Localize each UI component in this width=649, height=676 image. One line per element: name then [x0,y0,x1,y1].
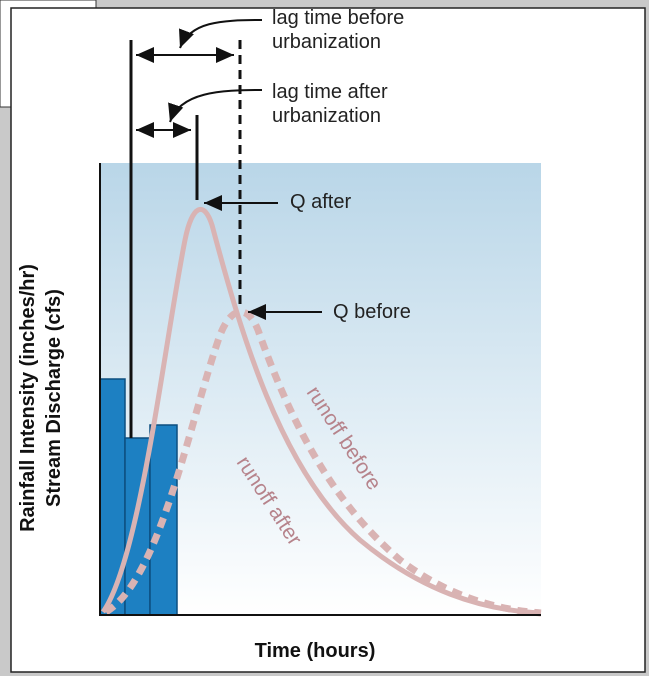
runoff-before-curve [104,308,542,617]
lag-before-label: lag time before urbanization [272,7,410,53]
lag-before-pointer [179,19,263,49]
x-axis-label: Time (hours) [255,640,376,662]
lag-after-pointer [168,89,263,123]
label-line: urbanization [272,31,381,53]
runoff-after-curve [100,206,542,616]
label-line: lag time before [272,7,404,29]
rain-bar [99,378,126,616]
lag-after-label: lag time after urbanization [272,81,393,127]
q-after-label: Q after [290,191,351,213]
label-line: lag time after [272,81,388,103]
q-before-label: Q before [333,301,411,323]
label-line: urbanization [272,105,381,127]
y-axis-label: Stream Discharge (cfs) [43,289,65,507]
y-axis-label: Rainfall Intensity (inches/hr) [17,264,39,532]
